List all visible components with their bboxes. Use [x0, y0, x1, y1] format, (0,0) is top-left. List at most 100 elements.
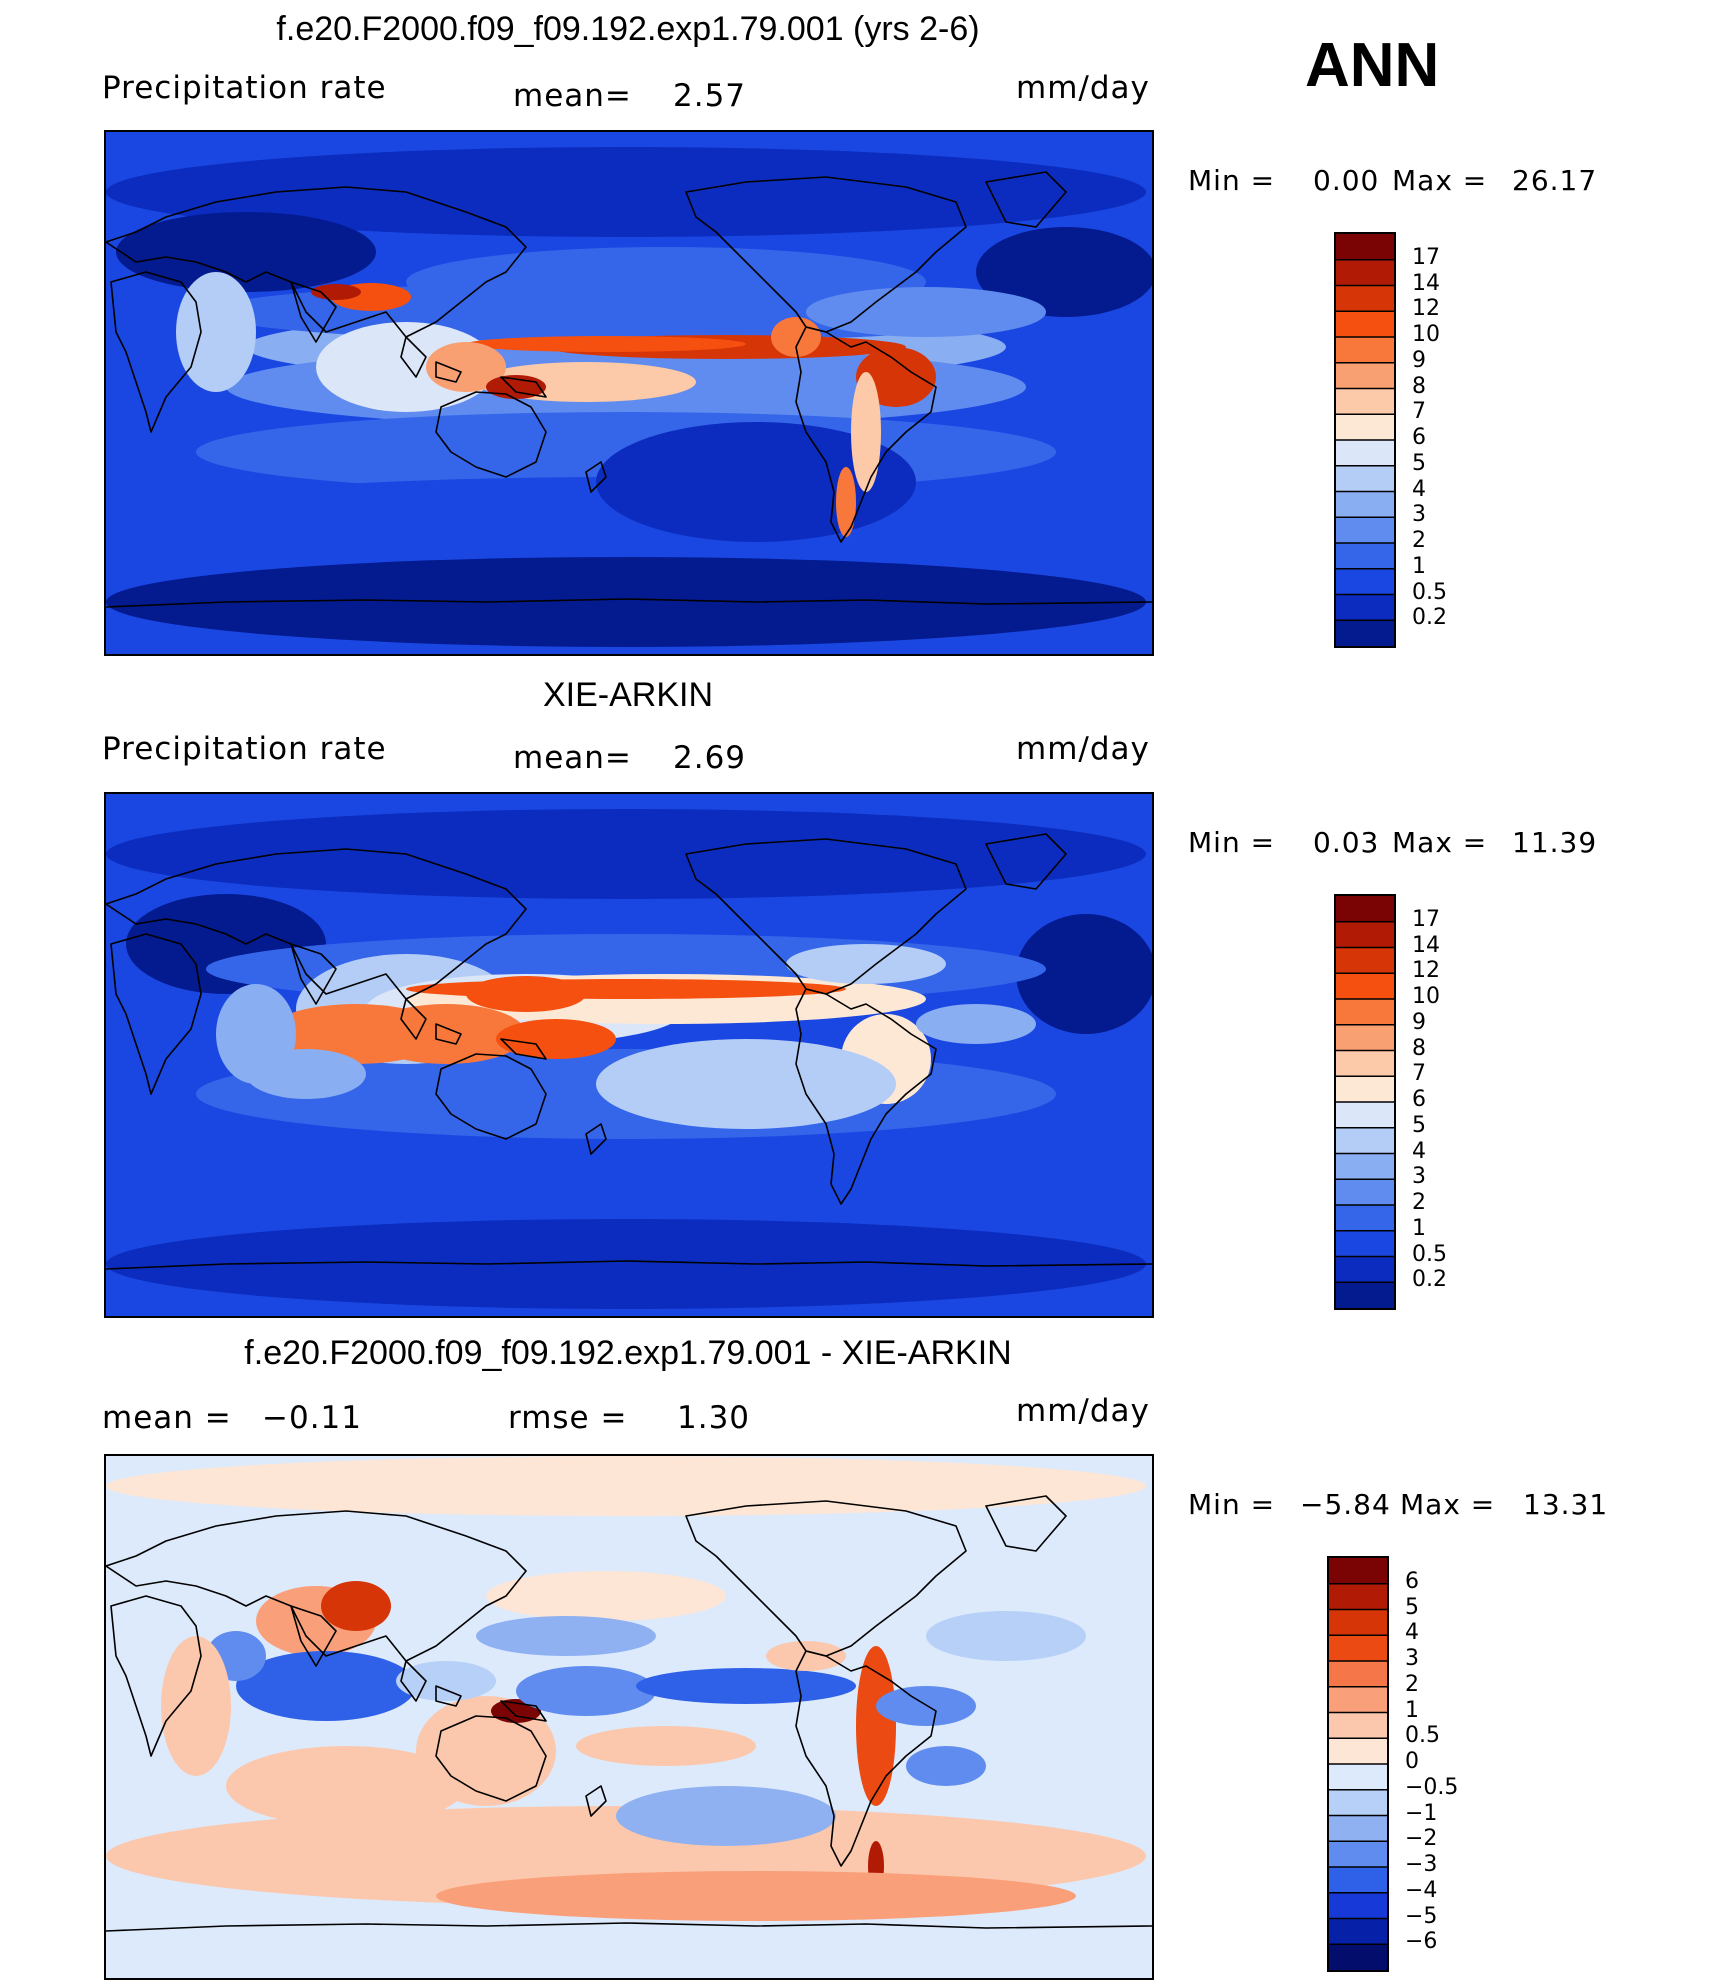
colorbar-swatch — [1336, 388, 1394, 415]
coastline — [290, 943, 337, 1005]
colorbar-swatch — [1336, 947, 1394, 974]
min-label: Min = — [1188, 164, 1276, 197]
colorbar-tick-label: 0.5 — [1412, 579, 1447, 605]
coastline — [685, 176, 967, 333]
panel-title: f.e20.F2000.f09_f09.192.exp1.79.001 - XI… — [244, 1334, 1012, 1372]
colorbar-tick-label: 4 — [1412, 1138, 1426, 1164]
contour-region — [321, 1581, 391, 1631]
coastline — [110, 1595, 202, 1757]
colorbar-swatch — [1336, 1230, 1394, 1257]
coastline — [435, 1053, 547, 1140]
colorbar-tick-label: 9 — [1412, 347, 1426, 373]
season-label: ANN — [1305, 31, 1440, 100]
colorbar-swatch — [1336, 491, 1394, 518]
colorbar-swatch — [1329, 1558, 1387, 1585]
contour-region — [916, 1004, 1036, 1044]
coastline — [435, 1685, 462, 1707]
coastline — [985, 833, 1067, 890]
colorbar-tick-label: 5 — [1412, 1112, 1426, 1138]
colorbar-swatch — [1336, 414, 1394, 441]
colorbar-swatch — [1336, 337, 1394, 364]
colorbar-tick-label: 7 — [1412, 399, 1426, 425]
colorbar-tick-label: −1 — [1405, 1800, 1438, 1826]
coastline — [685, 1500, 967, 1657]
colorbar-tick-label: 8 — [1412, 1035, 1426, 1061]
contour-region — [766, 1641, 846, 1671]
contour-region — [311, 284, 361, 300]
coastline — [585, 461, 607, 493]
colorbar-swatch — [1336, 999, 1394, 1026]
colorbar-tick-label: 5 — [1405, 1594, 1419, 1620]
colorbar-tick-label: 3 — [1405, 1646, 1419, 1671]
contour-region — [976, 227, 1152, 317]
colorbar-swatch — [1329, 1815, 1387, 1842]
contour-region — [616, 1786, 836, 1846]
colorbar-swatch — [1329, 1841, 1387, 1868]
map-panel-model — [104, 130, 1154, 656]
coastline — [795, 326, 937, 543]
contour-region — [406, 247, 926, 317]
contour-region — [786, 944, 946, 984]
units-label: mm/day — [1016, 731, 1150, 767]
contour-region — [106, 1219, 1146, 1309]
panel-title: XIE-ARKIN — [542, 676, 714, 714]
rmse-label: rmse = — [508, 1400, 628, 1436]
variable-label: Precipitation rate — [102, 731, 387, 767]
coastline — [685, 838, 967, 995]
colorbar-tick-label: 4 — [1405, 1620, 1419, 1646]
contour-region — [236, 1651, 416, 1721]
coastline — [400, 336, 427, 378]
colorbar-tick-label: 17 — [1412, 906, 1440, 932]
contour-region — [516, 1666, 656, 1716]
colorbar-swatch — [1329, 1635, 1387, 1662]
contour-region — [496, 1019, 616, 1059]
colorbar-tick-label: 3 — [1412, 502, 1426, 528]
colorbar-tick-label: 5 — [1412, 450, 1426, 476]
colorbar-tick-label: 0.2 — [1412, 1267, 1447, 1293]
colorbar-swatch — [1336, 1256, 1394, 1283]
colorbar-tick-label: 1 — [1405, 1697, 1419, 1723]
colorbar-tick-label: 0.5 — [1412, 1241, 1447, 1267]
units-label: mm/day — [1016, 70, 1150, 106]
colorbar-tick-label: 12 — [1412, 296, 1440, 322]
colorbar-swatch — [1336, 234, 1394, 261]
max-label: Max = — [1392, 164, 1488, 197]
colorbar-tick-label: 6 — [1405, 1568, 1419, 1594]
map-panel-diff — [104, 1454, 1154, 1980]
colorbar-tick-label: 6 — [1412, 425, 1426, 450]
colorbar-swatch — [1336, 973, 1394, 1000]
colorbar-swatch — [1336, 921, 1394, 948]
mean-label: mean= — [513, 740, 632, 776]
colorbar-tick-label: 4 — [1412, 476, 1426, 502]
colorbar-tick-label: −0.5 — [1405, 1774, 1459, 1800]
max-value: 13.31 — [1523, 1488, 1609, 1521]
colorbar-diff — [1327, 1556, 1389, 1972]
colorbar-swatch — [1336, 1050, 1394, 1077]
contour-fill-group — [106, 1456, 1146, 1976]
colorbar-tick-label: −2 — [1405, 1826, 1438, 1852]
coastline — [400, 998, 427, 1040]
mean-value: −0.11 — [262, 1400, 362, 1436]
coastline — [110, 271, 202, 433]
colorbar-swatch — [1329, 1583, 1387, 1610]
colorbar-tick-label: 14 — [1412, 270, 1440, 296]
contour-region — [436, 1871, 1076, 1921]
colorbar-tick-label: 14 — [1412, 932, 1440, 958]
colorbar-obs — [1334, 894, 1396, 1310]
contour-region — [476, 1616, 656, 1656]
rmse-value: 1.30 — [677, 1400, 751, 1436]
colorbar-swatch — [1336, 311, 1394, 338]
min-value: −5.84 — [1300, 1488, 1391, 1521]
colorbar-tick-label: −4 — [1405, 1877, 1438, 1903]
colorbar-swatch — [1336, 517, 1394, 544]
max-value: 11.39 — [1512, 826, 1598, 859]
mean-value: 2.69 — [673, 740, 747, 776]
colorbar-tick-label: 10 — [1412, 322, 1440, 347]
colorbar-tick-label: 0.2 — [1412, 605, 1447, 631]
max-value: 26.17 — [1512, 164, 1598, 197]
coastline — [795, 988, 937, 1205]
contour-region — [156, 1154, 1096, 1214]
coastline-group — [106, 171, 1152, 608]
coastline — [435, 361, 462, 383]
contour-region — [576, 1726, 756, 1766]
